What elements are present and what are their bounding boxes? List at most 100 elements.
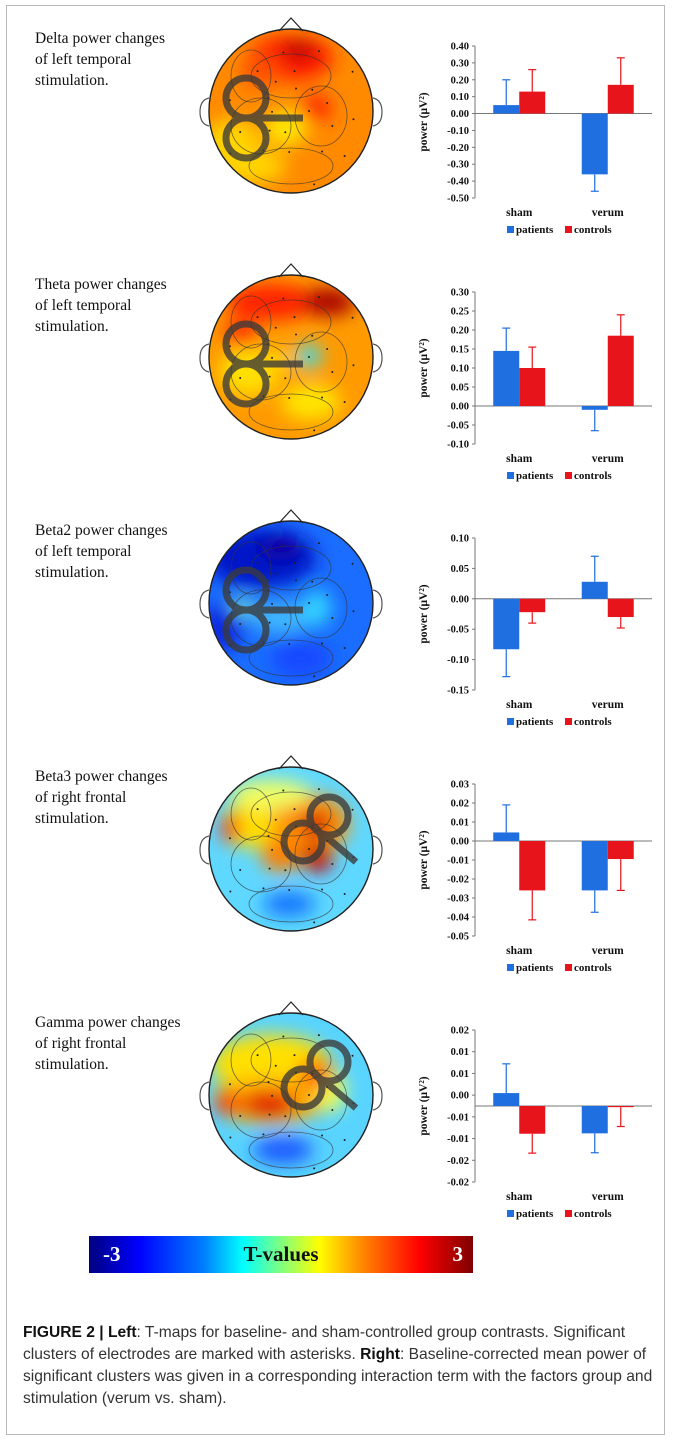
bar-chart: 0.03 0.02 0.01 0.00 -0.01 -0.02 -0.03 -0.04 -0.0… bbox=[418, 780, 652, 974]
panel-title-line: stimulation. bbox=[35, 564, 109, 581]
colorbar-title: T-values bbox=[243, 1242, 319, 1266]
y-tick-label: 0.20 bbox=[451, 326, 469, 337]
panel-title-line: stimulation. bbox=[35, 1056, 109, 1073]
y-tick-label: 0.05 bbox=[451, 564, 469, 575]
topographic-map bbox=[199, 509, 383, 686]
y-tick-label: 0.40 bbox=[451, 42, 469, 53]
y-axis-label: power (μV²) bbox=[418, 338, 430, 397]
y-tick-label: -0.15 bbox=[447, 686, 469, 697]
y-tick-label: -0.20 bbox=[447, 143, 469, 154]
bar-chart: 0.30 0.25 0.20 0.15 0.10 0.05 0.00 -0.05 -0.10 po… bbox=[418, 288, 652, 482]
y-tick-label: 0.05 bbox=[451, 383, 469, 394]
caption-right-label: Right bbox=[360, 1346, 400, 1363]
figure-panel: Delta power changes of left temporal stimu… bbox=[7, 16, 666, 262]
bar-controls-verum bbox=[607, 335, 634, 406]
panel-title: Theta power changes of left temporal stimu… bbox=[35, 274, 215, 337]
bar-patients-sham bbox=[493, 105, 520, 114]
legend-label: patients bbox=[516, 716, 554, 728]
panel-title-line: stimulation. bbox=[35, 318, 109, 335]
y-tick-label: 0.00 bbox=[451, 594, 469, 605]
bar-controls-verum bbox=[607, 84, 634, 114]
figure-caption: FIGURE 2 | Left: T-maps for baseline- an… bbox=[23, 1322, 653, 1410]
panel-title-line: stimulation. bbox=[35, 810, 109, 827]
panel-title-line: of left temporal bbox=[35, 51, 132, 68]
panel-title-line: of right frontal bbox=[35, 789, 127, 806]
y-axis-label: power (μV²) bbox=[418, 1076, 430, 1135]
y-tick-label: -0.10 bbox=[447, 126, 469, 137]
topographic-map bbox=[199, 263, 383, 440]
y-tick-label: -0.03 bbox=[447, 894, 469, 905]
y-tick-label: -0.05 bbox=[447, 421, 469, 432]
legend-label: controls bbox=[574, 716, 612, 728]
bar-patients-verum bbox=[581, 1106, 608, 1134]
y-tick-label: -0.02 bbox=[447, 875, 469, 886]
y-tick-label: 0.01 bbox=[451, 1069, 469, 1080]
legend-swatch bbox=[565, 472, 572, 479]
figure-panel: Gamma power changes of right frontal stimu… bbox=[7, 1000, 666, 1246]
bar-patients-sham bbox=[493, 598, 520, 650]
x-category-label: sham bbox=[506, 945, 533, 957]
caption-left-label: Left bbox=[107, 1324, 137, 1341]
y-tick-label: 0.00 bbox=[451, 1091, 469, 1102]
panel-title-line: of left temporal bbox=[35, 297, 132, 314]
y-tick-label: -0.05 bbox=[447, 932, 469, 943]
y-tick-label: -0.01 bbox=[447, 1112, 469, 1123]
y-axis-label: power (μV²) bbox=[418, 92, 430, 151]
figure-panel: Beta2 power changes of left temporal stimu… bbox=[7, 508, 666, 754]
x-category-label: sham bbox=[506, 453, 533, 465]
legend-swatch bbox=[565, 226, 572, 233]
panel-title: Delta power changes of left temporal stimu… bbox=[35, 28, 215, 91]
figure-frame: Delta power changes of left temporal stimu… bbox=[6, 5, 665, 1435]
figure-panel: Beta3 power changes of right frontal stimu… bbox=[7, 754, 666, 1000]
panel-title-line: Gamma power changes bbox=[35, 1014, 181, 1031]
bar-controls-verum bbox=[607, 1106, 634, 1108]
y-tick-label: -0.01 bbox=[447, 856, 469, 867]
x-category-label: verum bbox=[592, 1191, 624, 1203]
y-tick-label: 0.30 bbox=[451, 58, 469, 69]
x-category-label: sham bbox=[506, 207, 533, 219]
y-tick-label: 0.20 bbox=[451, 75, 469, 86]
legend-swatch bbox=[565, 718, 572, 725]
bar-controls-sham bbox=[519, 1106, 546, 1134]
panel-title-line: of right frontal bbox=[35, 1035, 127, 1052]
panel-title-line: stimulation. bbox=[35, 72, 109, 89]
y-tick-label: -0.04 bbox=[447, 913, 470, 924]
caption-left-text: : T-maps for baseline- and sham-controll… bbox=[23, 1324, 626, 1363]
x-category-label: verum bbox=[592, 699, 624, 711]
x-category-label: verum bbox=[592, 207, 624, 219]
y-tick-label: -0.30 bbox=[447, 160, 469, 171]
bar-controls-verum bbox=[607, 598, 634, 618]
bar-controls-verum bbox=[607, 841, 634, 860]
legend-swatch bbox=[565, 1210, 572, 1217]
bar-chart: 0.10 0.05 0.00 -0.05 -0.10 -0.15 power (μV²) sh… bbox=[418, 534, 652, 728]
figure-panel: Theta power changes of left temporal stimu… bbox=[7, 262, 666, 508]
bar-controls-sham bbox=[519, 91, 546, 114]
y-axis-label: power (μV²) bbox=[418, 584, 430, 643]
y-tick-label: 0.00 bbox=[451, 109, 469, 120]
y-tick-label: -0.05 bbox=[447, 625, 469, 636]
legend-label: controls bbox=[574, 224, 612, 236]
topographic-map bbox=[199, 1001, 383, 1178]
bar-chart: 0.40 0.30 0.20 0.10 0.00 -0.10 -0.20 -0.30 -0.40… bbox=[418, 42, 652, 236]
y-tick-label: 0.30 bbox=[451, 288, 469, 299]
x-category-label: sham bbox=[506, 699, 533, 711]
panel-title-line: Delta power changes bbox=[35, 30, 165, 47]
bar-patients-sham bbox=[493, 832, 520, 841]
y-tick-label: 0.00 bbox=[451, 837, 469, 848]
bar-chart: 0.02 0.01 0.01 0.00 -0.01 -0.01 -0.02 -0.02 powe… bbox=[418, 1026, 652, 1220]
colorbar-min-label: -3 bbox=[103, 1242, 121, 1266]
panel-title: Beta2 power changes of left temporal stimu… bbox=[35, 520, 215, 583]
bar-patients-sham bbox=[493, 350, 520, 406]
panel-title: Beta3 power changes of right frontal stimu… bbox=[35, 766, 215, 829]
panel-title-line: of left temporal bbox=[35, 543, 132, 560]
y-tick-label: -0.02 bbox=[447, 1178, 469, 1189]
colorbar-max-label: 3 bbox=[452, 1242, 464, 1266]
panel-title-line: Beta2 power changes bbox=[35, 522, 168, 539]
legend-swatch bbox=[507, 718, 514, 725]
bar-patients-sham bbox=[493, 1093, 520, 1106]
y-tick-label: 0.01 bbox=[451, 1047, 469, 1058]
y-tick-label: 0.10 bbox=[451, 92, 469, 103]
legend-label: controls bbox=[574, 962, 612, 974]
y-tick-label: 0.25 bbox=[451, 307, 469, 318]
legend-swatch bbox=[507, 472, 514, 479]
